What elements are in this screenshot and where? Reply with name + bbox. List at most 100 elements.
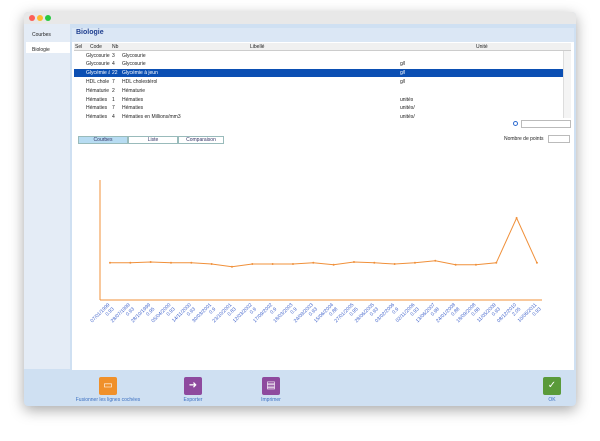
value-label: 0.9 [289,306,298,315]
title-bar [24,12,576,24]
table-cell[interactable]: unités/ [400,114,415,121]
search-icon [513,121,518,126]
point [271,263,274,265]
table-cell[interactable]: Hématurie [122,87,146,94]
table-cell[interactable]: 7 [112,105,115,112]
point [373,261,376,264]
value-label: 0.88 [470,306,481,317]
column-header: Code [90,44,102,50]
table-cell[interactable]: Hématies [86,96,108,103]
table-cell[interactable]: Hématies en Millions/mm3 [122,114,181,121]
sidebar-item[interactable]: Biologie [32,47,50,53]
sidebar-selection [26,42,70,53]
table-cell[interactable]: Hématies [122,105,144,112]
value-label: 0.93 [125,306,136,317]
value-label: 0.93 [166,306,177,317]
table-cell[interactable]: Glycosurie [122,52,146,59]
table-cell[interactable]: Hématies [86,114,108,121]
tab[interactable]: Liste [128,136,178,144]
point [291,263,294,265]
toolbar-label[interactable]: Imprimer [261,397,281,403]
point [454,263,457,266]
zoom[interactable] [45,15,51,21]
minimize[interactable] [37,15,43,21]
value-label: 0.93 [308,306,319,317]
table-cell[interactable]: Hématies [122,96,144,103]
point [352,261,355,263]
chart: 07/01/19990.9328/07/19990.9328/10/19990.… [89,180,543,324]
point [495,261,498,264]
table-cell[interactable]: HDL chole [86,78,110,85]
value-label: 0.93 [186,306,197,317]
selected-row [74,68,563,78]
value-label: 0.93 [531,306,542,317]
series-line [110,216,538,268]
value-label: 0.88 [328,306,339,317]
table-cell[interactable]: Glycémie à jeun [122,70,158,77]
table-cell[interactable]: g/l [400,78,406,85]
point [210,263,213,265]
table-cell[interactable]: 1 [112,96,115,103]
toolbar-label[interactable]: OK [548,397,556,403]
table-cell[interactable]: Hématies [86,105,108,112]
value-label: 0.93 [369,306,380,317]
window [24,12,576,406]
value-label: 0.98 [430,306,441,317]
table-cell[interactable]: 2 [112,87,115,94]
value-label: 0.95 [145,306,156,317]
sidebar [24,24,70,369]
table-cell[interactable]: Glycosurie [86,52,110,59]
point [413,261,416,264]
value-label: 0.93 [105,306,116,317]
tab[interactable]: Comparaison [178,136,224,144]
search-field[interactable] [521,120,571,128]
scrollbar [563,51,571,118]
value-label: 2.05 [511,306,522,317]
table-header [74,43,571,51]
toolbar-label[interactable]: Fusionner les lignes cochées [75,397,141,403]
table-cell[interactable]: Glycosurie [122,61,146,68]
value-label: 0.93 [409,306,420,317]
close[interactable] [29,15,35,21]
point [149,261,152,263]
table-cell[interactable]: Hématurie [86,87,110,94]
content [72,28,574,370]
value-label: 0.95 [348,306,359,317]
point [169,261,172,264]
table-cell[interactable]: 4 [112,61,115,68]
table-cell[interactable]: 4 [112,114,115,121]
table-cell[interactable]: g/l [400,61,406,68]
toolbar-icon[interactable]: ✓ [543,377,561,395]
value-label: 0.9 [391,306,400,315]
table-cell[interactable]: g/l [400,70,406,77]
toolbar-icon[interactable]: ▭ [99,377,117,395]
table-cell[interactable]: HDL cholestérol [122,78,158,85]
value-label: 0.9 [269,306,278,315]
column-header: Unité [476,44,488,50]
point [393,263,396,265]
point [515,217,518,219]
point [109,261,111,264]
point [129,261,132,264]
column-header: Sel [75,44,83,50]
table-cell[interactable]: 7 [112,78,115,85]
point [312,261,315,264]
table-cell[interactable]: unités [400,96,414,103]
table-cell[interactable]: Glycémie à [86,70,110,77]
toolbar-icon[interactable]: ▤ [262,377,280,395]
table-cell[interactable]: Glycosurie [86,61,110,68]
points-label: Nombre de points [504,136,544,142]
sidebar-item[interactable]: Courbes [32,32,51,38]
point [535,261,538,264]
points-field[interactable] [548,135,570,143]
column-header: Nb [112,44,119,50]
table-cell[interactable]: unités/ [400,105,415,112]
toolbar-icon[interactable]: ➜ [184,377,202,395]
value-label: 0.88 [450,306,461,317]
value-label: 0.9 [249,306,258,315]
table-cell[interactable]: 22 [112,70,118,77]
tab[interactable]: Courbes [78,136,128,144]
table-cell[interactable]: 3 [112,52,115,59]
toolbar-label[interactable]: Exporter [183,397,203,403]
